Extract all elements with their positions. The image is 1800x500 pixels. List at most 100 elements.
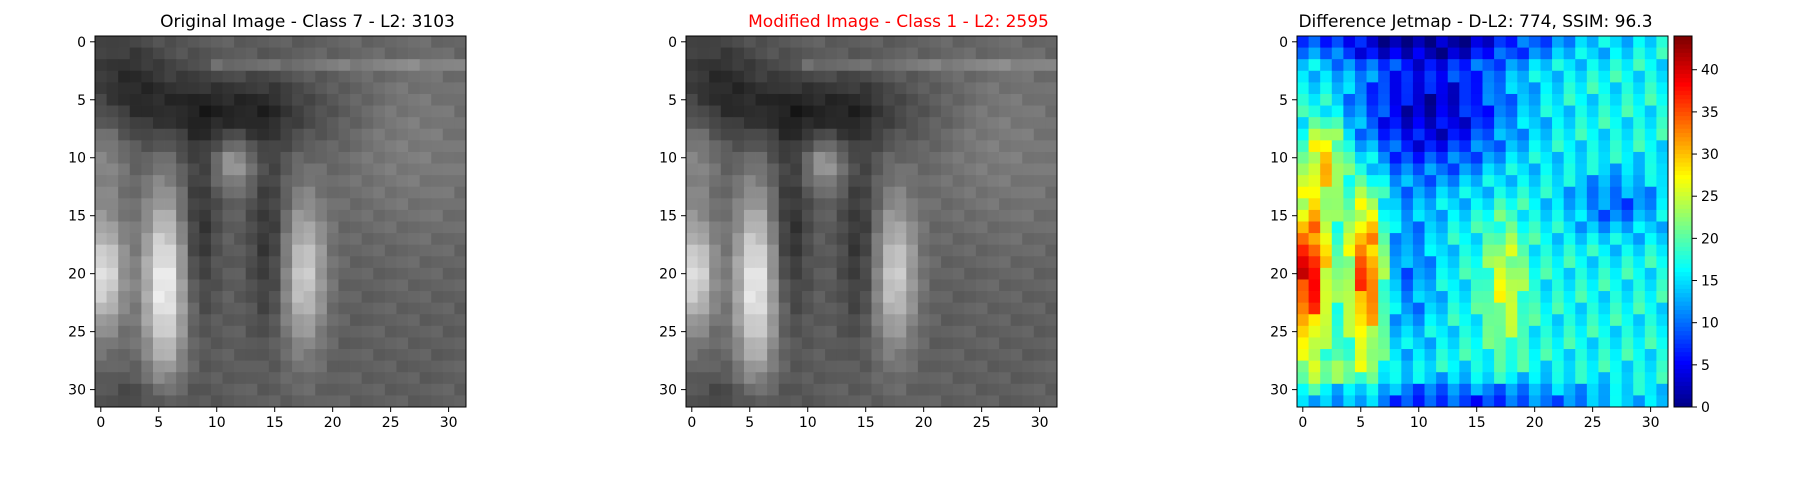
heatmap-cell [106,36,119,48]
heatmap-cell [1528,314,1541,327]
heatmap-cell [1378,325,1391,338]
heatmap-cell [1540,186,1553,199]
heatmap-cell [1644,360,1657,373]
heatmap-cell [1552,383,1565,396]
heatmap-cell [442,105,455,118]
heatmap-cell [280,186,293,199]
heatmap-cell [454,186,467,199]
heatmap-cell [1447,233,1460,246]
heatmap-cell [176,82,189,95]
heatmap-cell [1320,395,1333,408]
heatmap-cell [1447,82,1460,95]
heatmap-cell [1297,117,1309,130]
heatmap-cell [1436,59,1449,72]
heatmap-cell [848,105,861,118]
heatmap-cell [454,209,467,222]
heatmap-cell [790,279,803,292]
heatmap-cell [1412,105,1425,118]
heatmap-cell [1517,302,1530,315]
heatmap-cell [199,279,212,292]
heatmap-cell [1366,36,1379,48]
heatmap-cell [454,395,467,408]
heatmap-cell [917,117,930,130]
heatmap-cell [1563,349,1576,362]
heatmap-cell [361,198,374,211]
heatmap-cell [1343,395,1356,408]
heatmap-cell [164,302,177,315]
heatmap-cell [1586,70,1599,83]
heatmap-cell [292,59,305,72]
heatmap-cell [1308,360,1321,373]
heatmap-cell [95,291,107,304]
heatmap-cell [917,256,930,269]
heatmap-cell [767,128,780,141]
heatmap-cell [384,198,397,211]
heatmap-cell [999,337,1012,350]
heatmap-cell [1010,93,1023,106]
heatmap-cell [1586,372,1599,385]
heatmap-cell [292,279,305,292]
heatmap-cell [1320,186,1333,199]
heatmap-cell [118,349,131,362]
heatmap-cell [871,256,884,269]
heatmap-cell [199,198,212,211]
heatmap-cell [106,349,119,362]
y-tick-label: 0 [668,35,677,51]
heatmap-cell [1033,314,1046,327]
heatmap-cell [720,349,733,362]
heatmap-cell [1045,372,1058,385]
heatmap-cell [442,209,455,222]
heatmap-cell [975,59,988,72]
heatmap-cell [1308,209,1321,222]
heatmap-cell [1470,395,1483,408]
heatmap-cell [999,267,1012,280]
colorbar-segment [1674,191,1692,197]
heatmap-cell [1022,360,1035,373]
heatmap-cell [396,151,409,164]
heatmap-cell [1528,186,1541,199]
heatmap-cell [732,209,745,222]
heatmap-cell [883,221,896,234]
heatmap-cell [1586,209,1599,222]
heatmap-cell [859,59,872,72]
heatmap-cell [268,163,281,176]
heatmap-cell [106,291,119,304]
heatmap-cell [152,233,165,246]
heatmap-cell [1436,291,1449,304]
heatmap-cell [1598,128,1611,141]
heatmap-cell [1528,82,1541,95]
heatmap-cell [952,395,965,408]
heatmap-cell [1424,395,1437,408]
heatmap-cell [1598,82,1611,95]
heatmap-cell [1517,244,1530,257]
heatmap-cell [326,105,339,118]
heatmap-cell [813,209,826,222]
heatmap-cell [767,291,780,304]
heatmap-cell [152,70,165,83]
heatmap-cell [871,291,884,304]
heatmap-cell [280,279,293,292]
heatmap-cell [141,279,154,292]
heatmap-cell [164,395,177,408]
heatmap-cell [1586,163,1599,176]
heatmap-cell [720,117,733,130]
heatmap-cell [350,47,363,60]
colorbar-segment [1674,154,1692,159]
heatmap-cell [1494,36,1507,48]
original-image-panel: Original Image - Class 7 - L2: 3103 0 5 10… [68,0,520,500]
heatmap-cell [1621,233,1634,246]
heatmap-cell [431,128,444,141]
heatmap-cell [152,395,165,408]
heatmap-cell [929,383,942,396]
heatmap-cell [1424,105,1437,118]
heatmap-cell [187,163,200,176]
heatmap-cell [257,209,270,222]
heatmap-cell [361,105,374,118]
heatmap-cell [95,47,107,60]
heatmap-cell [871,349,884,362]
heatmap-cell [373,105,386,118]
heatmap-cell [176,175,189,188]
colorbar-segment [1674,57,1692,62]
heatmap-cell [442,383,455,396]
heatmap-cell [1459,209,1472,222]
